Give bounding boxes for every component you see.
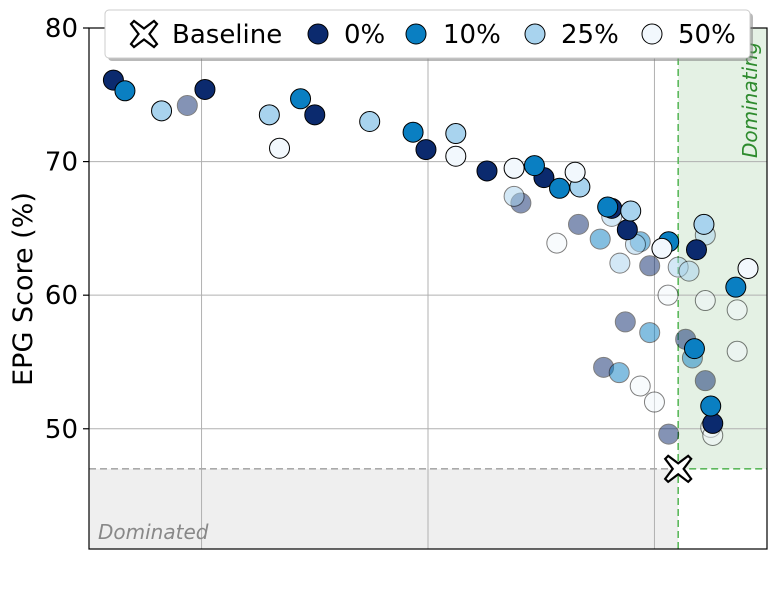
scatter-point: [359, 111, 381, 133]
scatter-point: [693, 213, 715, 235]
dominating-region-label: Dominating: [738, 42, 762, 158]
scatter-point: [683, 338, 705, 360]
scatter-point: [258, 104, 280, 126]
scatter-point: [629, 375, 651, 397]
scatter-point: [700, 395, 722, 417]
legend-marker: [405, 23, 427, 45]
scatter-point: [737, 257, 759, 279]
scatter-point: [564, 161, 586, 183]
regions-layer: [89, 28, 767, 549]
scatter-point: [476, 160, 498, 182]
scatter-point: [614, 311, 636, 333]
y-tick-label: 80: [45, 14, 78, 44]
scatter-point: [304, 104, 326, 126]
scatter-point: [694, 370, 716, 392]
dominated-region: [89, 468, 679, 549]
scatter-point: [658, 423, 680, 445]
scatter-point: [608, 362, 630, 384]
axes-layer: 50 60 70 80: [45, 14, 768, 550]
scatter-point: [639, 322, 661, 344]
points-layer: [102, 69, 759, 446]
scatter-point: [568, 213, 590, 235]
scatter-point: [114, 80, 136, 102]
scatter-point: [609, 252, 631, 274]
dominated-region-label: Dominated: [98, 520, 209, 544]
scatter-point: [549, 177, 571, 199]
scatter-point: [725, 276, 747, 298]
scatter-point: [269, 137, 291, 159]
scatter-point: [639, 255, 661, 277]
scatter-point: [503, 185, 525, 207]
scatter-point: [151, 100, 173, 122]
baseline-x-icon: [663, 454, 693, 484]
legend-baseline-x-icon: [129, 19, 159, 49]
baseline-layer: [663, 454, 693, 484]
legend-label: 0%: [344, 20, 385, 50]
scatter-point: [290, 88, 312, 110]
legend-marker: [307, 23, 329, 45]
legend-label: Baseline: [172, 20, 282, 50]
scatter-point: [651, 237, 673, 259]
scatter-point: [678, 260, 700, 282]
y-tick-label: 70: [45, 148, 78, 178]
scatter-point: [616, 219, 638, 241]
legend-box: [104, 9, 751, 59]
scatter-point: [546, 232, 568, 254]
legend-items: Baseline 0% 10% 25% 50%: [129, 19, 736, 50]
scatter-point: [726, 299, 748, 321]
legend-marker: [641, 23, 663, 45]
scatter-point: [194, 78, 216, 100]
legend-label: 10%: [443, 20, 501, 50]
scatter-point: [702, 412, 724, 434]
scatter-point: [415, 139, 437, 161]
scatter-point: [445, 123, 467, 145]
scatter-point: [620, 200, 642, 222]
scatter-point: [657, 284, 679, 306]
scatter-point: [445, 145, 467, 167]
scatter-point: [685, 239, 707, 261]
legend-label: 25%: [561, 20, 619, 50]
y-tick-label: 60: [45, 281, 78, 311]
scatter-point: [523, 155, 545, 177]
scatter-point: [503, 157, 525, 179]
y-axis-label: EPG Score (%): [8, 192, 39, 386]
y-tick-label: 50: [45, 415, 78, 445]
legend: Baseline 0% 10% 25% 50%: [104, 9, 753, 61]
scatter-point: [402, 121, 424, 143]
scatter-point: [597, 196, 619, 218]
scatter-point: [694, 290, 716, 312]
legend-label: 50%: [678, 20, 736, 50]
scatter-point: [643, 391, 665, 413]
legend-marker: [524, 23, 546, 45]
scatter-point: [589, 228, 611, 250]
scatter-point: [176, 94, 198, 116]
scatter-point: [726, 340, 748, 362]
